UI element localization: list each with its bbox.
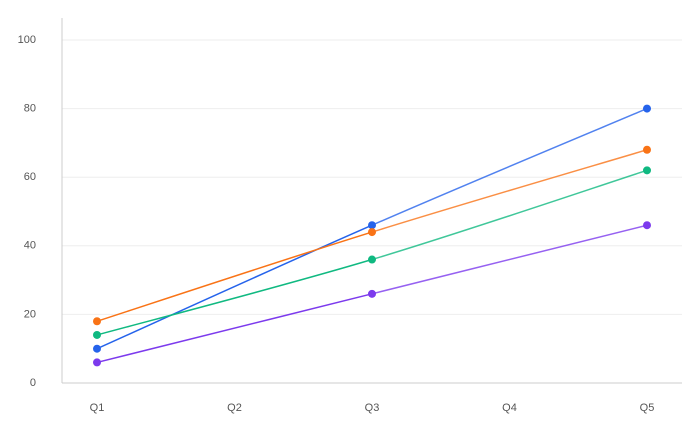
x-tick-label: Q4	[502, 402, 517, 414]
x-tick-label: Q1	[90, 402, 105, 414]
line-segment	[371, 169, 648, 261]
x-tick-label: Q5	[640, 402, 655, 414]
point	[93, 358, 101, 367]
line-segment	[371, 149, 648, 233]
point	[368, 228, 376, 237]
line-segment	[371, 224, 648, 295]
x-tick-label: Q2	[227, 402, 242, 414]
point	[643, 104, 651, 113]
line-segment	[96, 224, 373, 350]
y-tick-label: 60	[24, 171, 36, 183]
line-segment	[96, 293, 373, 364]
point	[368, 289, 376, 298]
y-tick-label: 20	[24, 308, 36, 320]
y-tick-label: 0	[30, 377, 36, 389]
point	[368, 255, 376, 264]
point	[643, 221, 651, 230]
line-segment	[96, 231, 373, 322]
point	[93, 344, 101, 353]
line-segment	[96, 258, 373, 336]
x-tick-label: Q3	[365, 402, 380, 414]
y-tick-label: 40	[24, 240, 36, 252]
point	[368, 221, 376, 230]
line-segment	[371, 107, 648, 226]
point	[643, 166, 651, 175]
point	[643, 145, 651, 154]
point	[93, 317, 101, 326]
y-tick-label: 100	[18, 34, 36, 46]
y-tick-label: 80	[24, 103, 36, 115]
point	[93, 330, 101, 339]
